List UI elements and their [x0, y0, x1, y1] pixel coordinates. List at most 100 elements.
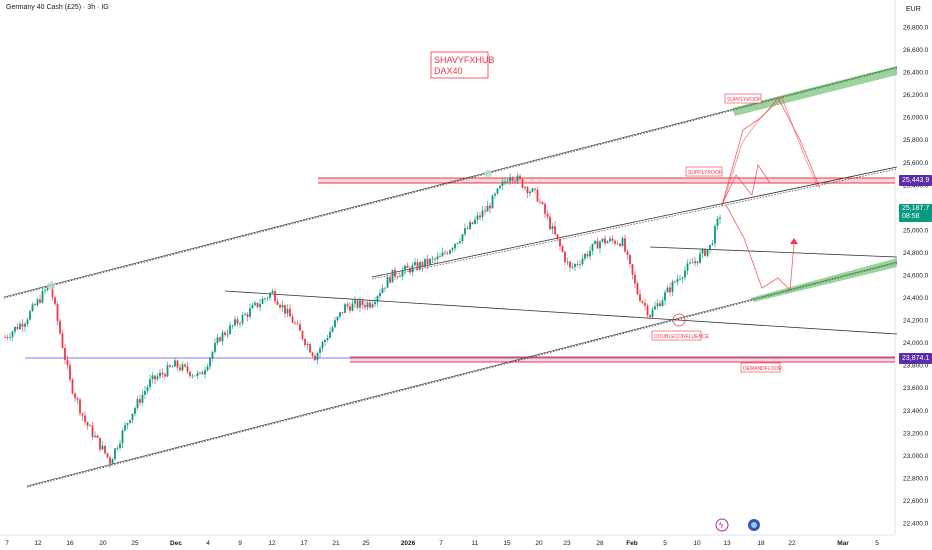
candle — [491, 194, 494, 209]
candle — [124, 421, 126, 432]
time-axis[interactable]: 7 12 16 20 25 Dec 4 9 12 17 21 25 2026 7 11 15 20 23 28 Feb… — [5, 540, 879, 547]
candle — [324, 338, 326, 346]
time-tick-label: 2026 — [401, 540, 416, 547]
candle — [31, 302, 34, 313]
candle — [146, 384, 149, 395]
candle — [534, 188, 536, 194]
candle — [346, 302, 349, 310]
candle — [336, 316, 339, 323]
candle — [599, 240, 601, 254]
candle — [184, 363, 186, 369]
candle — [119, 439, 121, 451]
candle — [296, 320, 299, 325]
candle — [341, 312, 344, 316]
candle — [294, 320, 296, 325]
current-price-badge[interactable]: 25,187.7 08:58 — [899, 204, 932, 222]
candle — [331, 325, 334, 333]
candle — [214, 338, 216, 354]
demand-price-badge[interactable]: 23,874.1 — [899, 353, 932, 364]
candle — [286, 304, 289, 318]
projection-path-mid[interactable] — [721, 163, 771, 206]
events-icon[interactable] — [748, 519, 760, 531]
double-confluence-marker[interactable] — [672, 313, 686, 327]
candle — [9, 332, 11, 341]
candle — [681, 276, 684, 284]
candle — [691, 257, 694, 264]
candle — [39, 294, 41, 304]
candle — [116, 445, 119, 451]
projection-path-alt[interactable] — [721, 97, 819, 208]
time-tick-label: 7 — [439, 540, 443, 547]
candle — [601, 238, 604, 244]
projection-path-lower[interactable] — [725, 204, 795, 291]
time-tick-label: 11 — [472, 540, 479, 547]
lightning-icon[interactable]: ϟ — [715, 518, 729, 532]
channel-middle-dashed[interactable] — [371, 168, 898, 280]
candle — [381, 283, 384, 294]
supply-roof-label-top[interactable]: SUPPLYROOF — [724, 93, 762, 104]
candle — [611, 235, 614, 244]
double-confluence-label[interactable]: DOUBLECONFLUENCE — [651, 330, 710, 341]
time-tick-label: 9 — [238, 540, 242, 547]
candle — [546, 209, 549, 221]
candle — [309, 342, 311, 353]
candle — [459, 238, 461, 245]
projection-path-upper[interactable] — [721, 97, 821, 206]
candle — [656, 299, 659, 310]
price-tick-label: 24,600.0 — [903, 273, 929, 280]
candle — [686, 259, 689, 276]
candle — [251, 302, 254, 309]
channel-middle-line[interactable] — [371, 166, 898, 278]
candle — [99, 437, 101, 453]
candle — [391, 269, 394, 283]
candle — [524, 185, 526, 191]
green-supply-zone[interactable] — [732, 66, 897, 116]
time-tick-label: 5 — [663, 540, 667, 547]
candle — [699, 250, 701, 264]
candle — [389, 276, 391, 284]
candle — [416, 258, 419, 271]
supply-price-badge[interactable]: 25,443.9 — [899, 175, 932, 186]
candle — [449, 249, 451, 255]
svg-text:DEMANDFLOOR: DEMANDFLOOR — [743, 366, 782, 372]
candle — [384, 287, 386, 293]
candle — [14, 326, 16, 335]
candle — [621, 235, 624, 247]
symbol-header[interactable]: Germany 40 Cash (£25) · 3h · IG — [6, 4, 109, 11]
price-tick-label: 26,600.0 — [903, 47, 929, 54]
price-axis[interactable]: 26,800.0 26,600.0 26,400.0 26,200.0 26,000.0… — [903, 25, 929, 528]
range-trendline[interactable] — [649, 246, 898, 258]
demand-floor-label[interactable]: DEMANDFLOOR — [740, 362, 782, 373]
descending-trendline[interactable] — [224, 290, 898, 335]
price-tick-label: 25,800.0 — [903, 137, 929, 144]
candle — [406, 262, 409, 268]
demand-floor-zone[interactable] — [350, 356, 895, 363]
candle — [444, 250, 446, 256]
candle — [159, 368, 161, 380]
candle — [24, 321, 26, 332]
time-tick-label: 21 — [332, 540, 340, 547]
peak-marker-top — [484, 170, 492, 178]
supply-roof-label-mid[interactable]: SUPPLYROOF — [685, 166, 723, 177]
candle — [679, 274, 681, 281]
time-tick-label: 20 — [99, 540, 107, 547]
candle — [261, 296, 264, 305]
candle — [76, 396, 79, 405]
candle — [424, 258, 426, 269]
candle — [269, 291, 271, 301]
candle — [581, 254, 584, 267]
green-demand-zone[interactable] — [750, 258, 897, 302]
candle — [709, 244, 711, 254]
candle — [139, 394, 141, 407]
candle — [426, 254, 429, 270]
candle — [284, 304, 286, 318]
candle — [81, 412, 84, 421]
candle — [481, 206, 484, 221]
candle — [596, 237, 599, 249]
candle — [676, 274, 679, 286]
supply-roof-zone[interactable] — [318, 177, 895, 184]
candle — [224, 330, 226, 337]
candle — [349, 302, 351, 313]
